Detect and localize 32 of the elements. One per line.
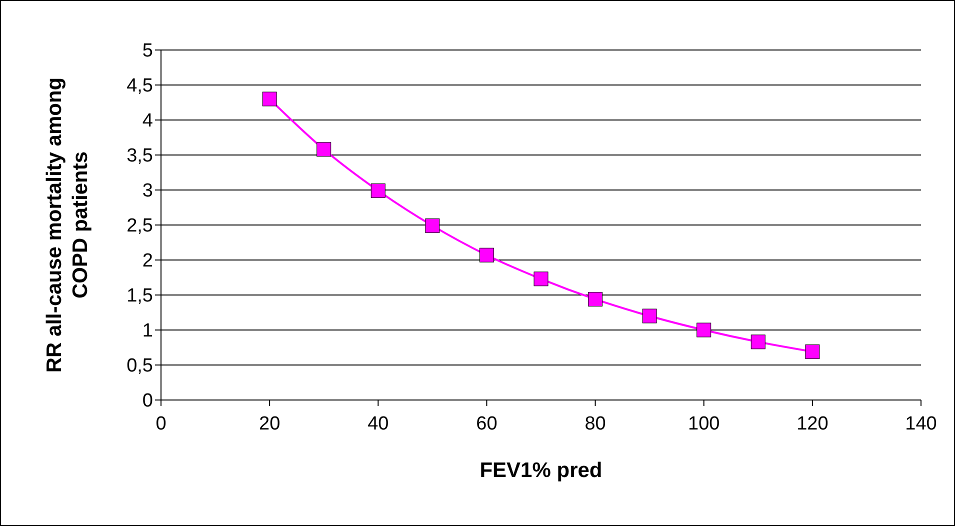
x-tick-label: 140 [905,413,937,434]
point [750,334,766,350]
y-tick-label: 4,5 [126,76,153,97]
point [696,322,712,338]
x-tick-label: 60 [476,413,498,434]
x-tick-label: 120 [796,413,828,434]
x-tick-label: 0 [156,413,166,434]
y-tick-label: 2,5 [126,216,153,237]
y-tick-label: 3,5 [126,146,153,167]
y-tick-label: 5 [142,40,153,62]
y-tick-label: 4 [142,110,154,132]
x-tick-label: 100 [688,413,720,434]
y-tick-label: 3 [142,180,153,202]
point [262,92,277,106]
point [534,272,548,286]
x-axis-title: FEV1% pred [480,459,602,482]
y-tick-label: 0,5 [126,356,153,377]
y-tick-label: 1 [142,320,153,342]
y-tick-label: 0 [142,390,153,412]
point [316,142,332,157]
y-tick-label: 2 [142,250,153,272]
x-tick-label: 20 [259,413,280,434]
point [370,183,386,198]
point [479,248,494,262]
point [588,292,603,306]
point [805,344,820,359]
point [642,308,657,324]
y-tick-label: 1,5 [126,286,153,307]
y-axis-title: RR all-cause mortality among COPD patients [43,77,92,373]
x-tick-label: 80 [584,413,606,434]
point [425,218,440,233]
x-tick-label: 40 [368,413,389,434]
